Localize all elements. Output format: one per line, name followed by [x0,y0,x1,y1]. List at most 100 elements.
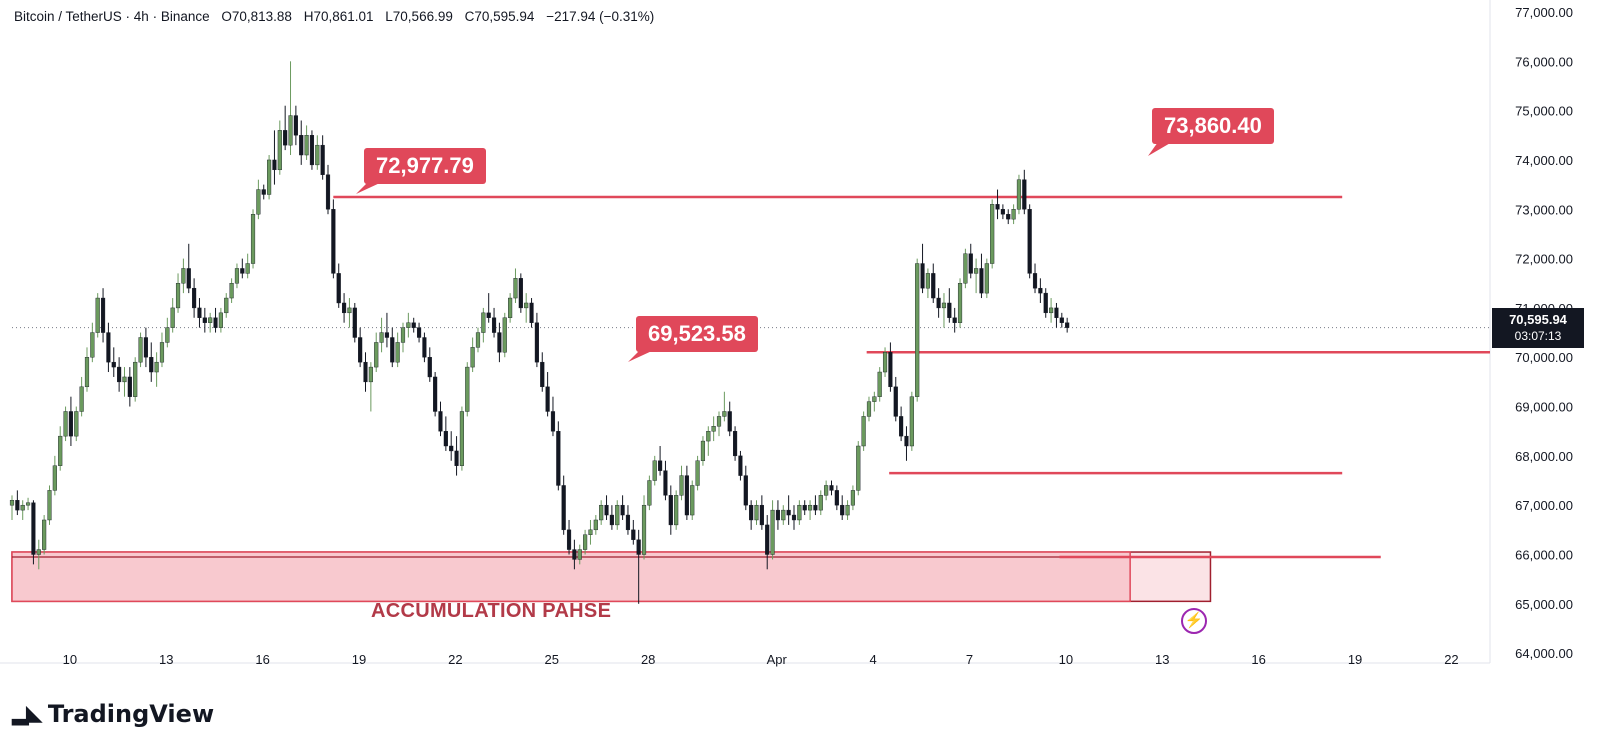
candle-body [566,529,572,550]
candle-body [722,411,727,417]
candle-body [856,445,861,491]
candle-body [443,431,448,447]
candle-body [170,307,175,328]
recent-high-callout[interactable]: 73,860.40 [1152,108,1274,144]
candle-body [336,273,341,304]
candle-body [192,287,197,309]
candle-body [936,297,941,309]
candle-body [647,480,652,506]
candle-body [84,357,90,388]
candle-body [325,174,331,210]
candle-body [775,509,781,521]
y-tick-label: 75,000.00 [1515,104,1573,119]
candle-body [58,435,63,466]
recent-high-value: 73,860.40 [1164,113,1262,138]
candle-body [1043,292,1048,314]
candle-body [524,302,529,309]
ohlc-low: L70,566.99 [385,9,453,24]
x-tick-label: 4 [869,652,876,667]
left-high-callout[interactable]: 72,977.79 [364,148,486,184]
y-tick-label: 76,000.00 [1515,54,1573,69]
candle-body [1027,209,1032,274]
candle-body [299,135,304,156]
candle-body [36,549,41,555]
candle-body [872,396,877,402]
ohlc-change: −217.94 (−0.31%) [546,9,655,24]
candle-body [588,529,593,535]
candle-body [368,366,373,383]
candle-body [840,504,845,516]
x-tick-label: 22 [448,652,462,667]
candle-body [990,204,995,264]
last-price: 70,595.94 [1509,312,1567,327]
candle-body [416,327,422,338]
candle-body [1000,209,1005,215]
candle-body [449,445,454,452]
accumulation-zone[interactable] [11,551,1131,603]
candle-body [529,302,534,323]
y-tick-label: 72,000.00 [1515,252,1573,267]
candle-body [518,278,523,309]
candle-body [733,431,738,457]
candle-body [802,504,807,511]
candle-body [1032,273,1038,289]
candle-body [1011,209,1016,220]
candle-body [197,307,202,318]
candle-body [882,352,888,373]
candle-body [358,337,363,363]
x-tick-label: 10 [63,652,77,667]
tradingview-logo[interactable]: ▂◣ TradingView [12,699,215,728]
lightning-icon[interactable]: ⚡ [1181,608,1207,634]
candle-body [261,189,266,195]
candle-body [63,411,68,437]
candle-body [663,470,668,496]
candle-body [620,504,625,516]
candle-body [743,475,748,506]
candle-body [695,460,700,486]
candle-body [229,283,234,299]
candle-body [502,317,507,353]
candle-body [711,426,716,432]
candle-body [658,460,663,471]
y-tick-label: 70,000.00 [1515,350,1573,365]
brand-name: TradingView [47,699,215,728]
candle-body [915,263,920,397]
candle-body [893,386,898,417]
candle-body [727,411,732,432]
candle-body [534,322,539,363]
y-tick-label: 73,000.00 [1515,202,1573,217]
candle-body [583,534,588,550]
symbol-title[interactable]: Bitcoin / TetherUS · 4h · Binance [14,9,210,24]
candle-body [599,504,604,521]
candle-body [909,396,914,447]
candle-body [433,376,438,412]
candle-body [293,115,298,136]
ohlc-open: O70,813.88 [221,9,292,24]
candle-body [68,411,73,437]
x-tick-label: 28 [641,652,655,667]
candle-body [668,495,673,526]
x-tick-label: 13 [1155,652,1169,667]
candle-body [154,361,159,373]
candle-body [925,273,930,289]
candle-body [422,337,427,358]
candle-body [143,337,148,358]
candle-body [1049,307,1054,314]
candle-body [454,450,459,466]
candle-body [652,460,657,481]
candle-body [636,539,641,555]
mid-level-callout[interactable]: 69,523.58 [636,316,758,352]
candle-body [754,504,759,521]
y-tick-label: 77,000.00 [1515,5,1573,20]
candle-body [384,332,390,338]
candle-body [899,416,904,437]
ohlc-high: H70,861.01 [303,9,374,24]
candle-body [374,342,379,368]
candle-body [288,115,293,146]
candle-body [561,485,566,531]
candle-body [609,514,614,526]
candle-body [625,514,631,531]
candle-body [749,504,754,521]
